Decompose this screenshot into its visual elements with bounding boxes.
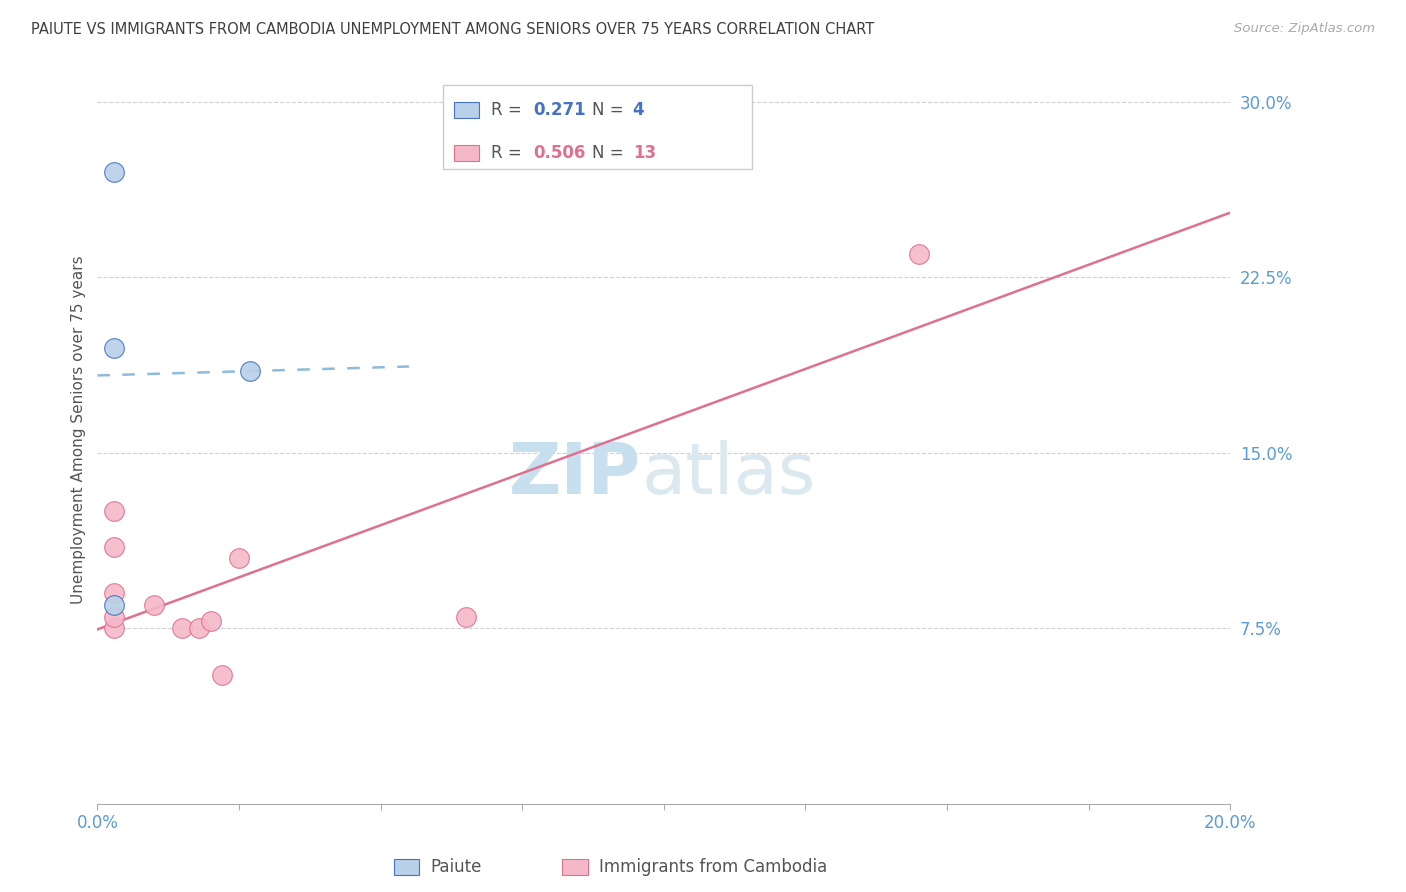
Point <box>907 247 929 261</box>
Point <box>188 622 211 636</box>
Text: 0.271: 0.271 <box>533 101 585 120</box>
Point <box>454 609 477 624</box>
Text: N =: N = <box>592 101 628 120</box>
Point <box>103 586 125 600</box>
Point <box>200 615 222 629</box>
Text: atlas: atlas <box>641 440 815 509</box>
Point <box>103 609 125 624</box>
Point <box>103 540 125 554</box>
Text: 13: 13 <box>633 144 655 161</box>
Text: ZIP: ZIP <box>509 440 641 509</box>
Point <box>239 364 262 378</box>
Text: Immigrants from Cambodia: Immigrants from Cambodia <box>599 858 827 876</box>
Point <box>143 598 166 612</box>
Point <box>103 504 125 518</box>
Text: 4: 4 <box>633 101 644 120</box>
Y-axis label: Unemployment Among Seniors over 75 years: Unemployment Among Seniors over 75 years <box>72 255 86 604</box>
Point <box>211 668 233 682</box>
Text: Source: ZipAtlas.com: Source: ZipAtlas.com <box>1234 22 1375 36</box>
Point <box>228 551 250 566</box>
Text: 0.506: 0.506 <box>533 144 585 161</box>
Text: PAIUTE VS IMMIGRANTS FROM CAMBODIA UNEMPLOYMENT AMONG SENIORS OVER 75 YEARS CORR: PAIUTE VS IMMIGRANTS FROM CAMBODIA UNEMP… <box>31 22 875 37</box>
Point <box>103 341 125 355</box>
Text: Paiute: Paiute <box>430 858 482 876</box>
Point <box>103 622 125 636</box>
Text: N =: N = <box>592 144 628 161</box>
Point <box>103 598 125 612</box>
Point <box>172 622 194 636</box>
Text: R =: R = <box>491 101 527 120</box>
Point <box>103 165 125 179</box>
Text: R =: R = <box>491 144 527 161</box>
